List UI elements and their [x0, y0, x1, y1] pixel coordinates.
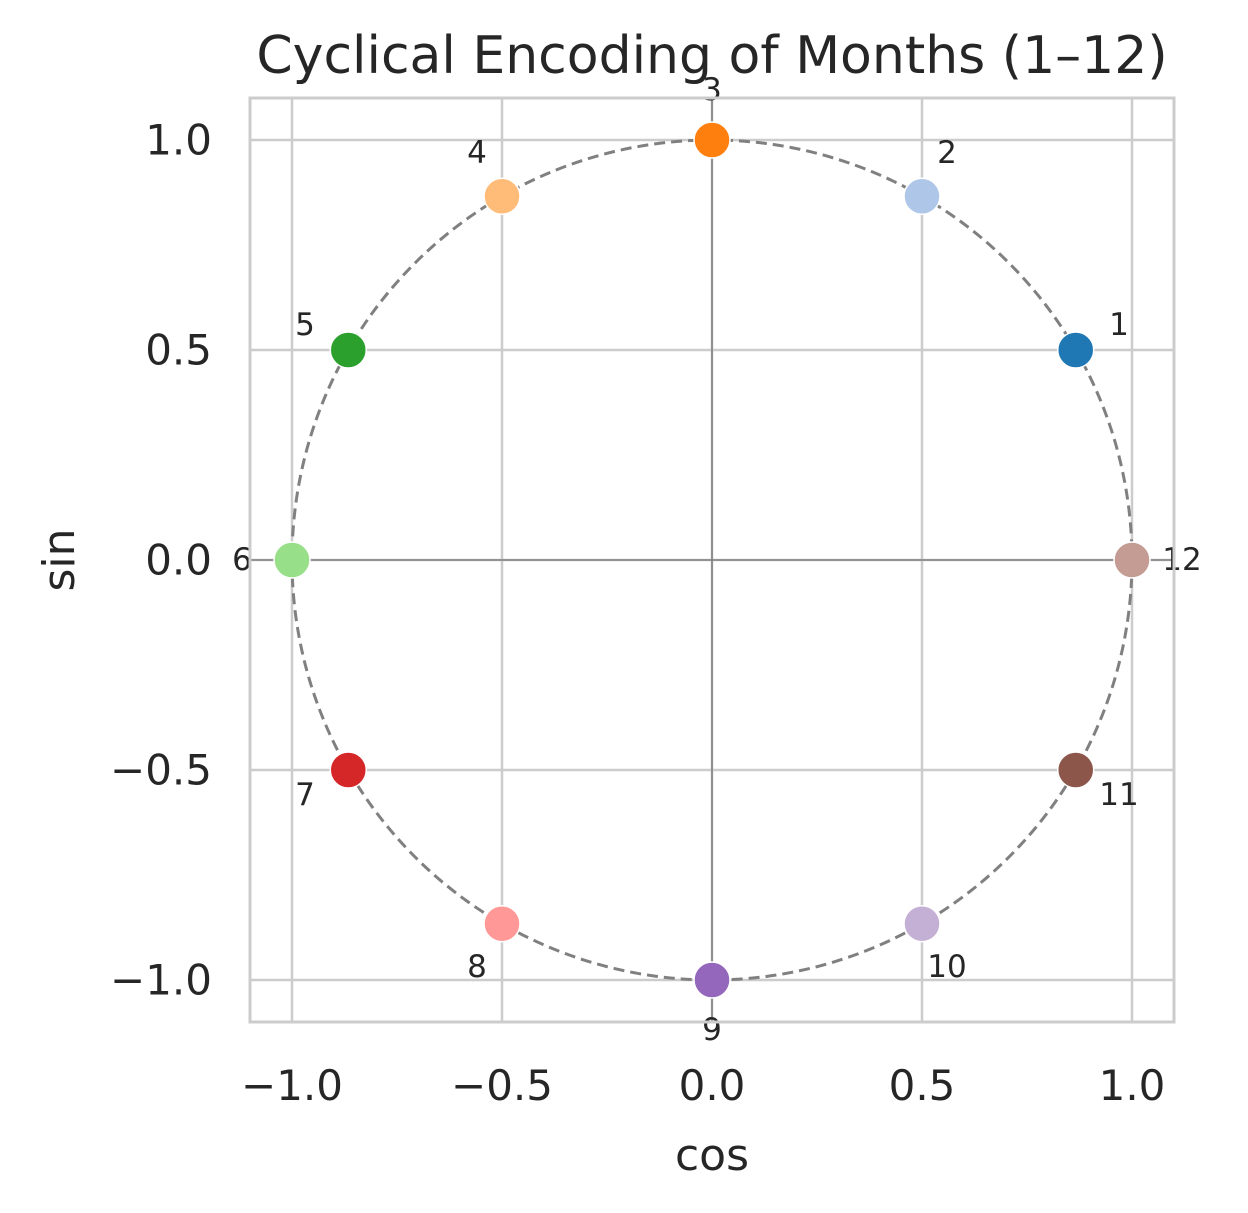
point-month-7 — [329, 751, 368, 789]
point-label-month-1: 1 — [1109, 307, 1129, 343]
y-axis-label: sin — [34, 528, 85, 591]
y-tick-label-0: −1.0 — [110, 956, 212, 1005]
point-label-month-9: 9 — [702, 1012, 722, 1048]
point-label-month-11: 11 — [1099, 777, 1138, 813]
point-label-month-5: 5 — [295, 307, 315, 343]
point-label-month-10: 10 — [927, 949, 966, 985]
point-month-1 — [1056, 331, 1095, 369]
chart-title: Cyclical Encoding of Months (1–12) — [256, 26, 1167, 86]
point-month-6 — [273, 541, 311, 579]
point-month-2 — [903, 177, 941, 216]
plot-frame — [248, 96, 1176, 1024]
x-tick-label-2: 0.0 — [679, 1061, 746, 1110]
point-label-month-7: 7 — [295, 777, 315, 813]
y-tick-labels: −1.0 −0.5 0.0 0.5 1.0 — [110, 116, 212, 1005]
point-label-month-4: 4 — [467, 135, 487, 171]
x-tick-label-4: 1.0 — [1099, 1061, 1166, 1110]
point-month-8 — [483, 904, 521, 943]
x-tick-label-1: −0.5 — [451, 1061, 553, 1110]
point-month-3 — [693, 121, 731, 159]
point-label-month-3: 3 — [702, 72, 722, 108]
point-month-5 — [329, 331, 368, 369]
point-label-month-8: 8 — [467, 949, 487, 985]
point-label-month-6: 6 — [232, 542, 252, 578]
point-month-11 — [1056, 751, 1095, 789]
data-points — [273, 121, 1151, 999]
point-month-12 — [1113, 541, 1151, 579]
reference-lines — [250, 98, 1174, 1022]
point-label-month-12: 12 — [1162, 542, 1201, 578]
point-month-4 — [483, 177, 521, 216]
y-tick-label-4: 1.0 — [145, 116, 212, 165]
x-tick-labels: −1.0 −0.5 0.0 0.5 1.0 — [241, 1061, 1165, 1110]
x-axis-label: cos — [675, 1130, 749, 1181]
point-month-10 — [903, 904, 941, 943]
y-tick-label-2: 0.0 — [145, 536, 212, 585]
x-tick-label-3: 0.5 — [889, 1061, 956, 1110]
point-label-month-2: 2 — [937, 135, 957, 171]
y-tick-label-3: 0.5 — [145, 326, 212, 375]
x-tick-label-0: −1.0 — [241, 1061, 343, 1110]
point-month-9 — [693, 961, 731, 999]
y-tick-label-1: −0.5 — [110, 746, 212, 795]
